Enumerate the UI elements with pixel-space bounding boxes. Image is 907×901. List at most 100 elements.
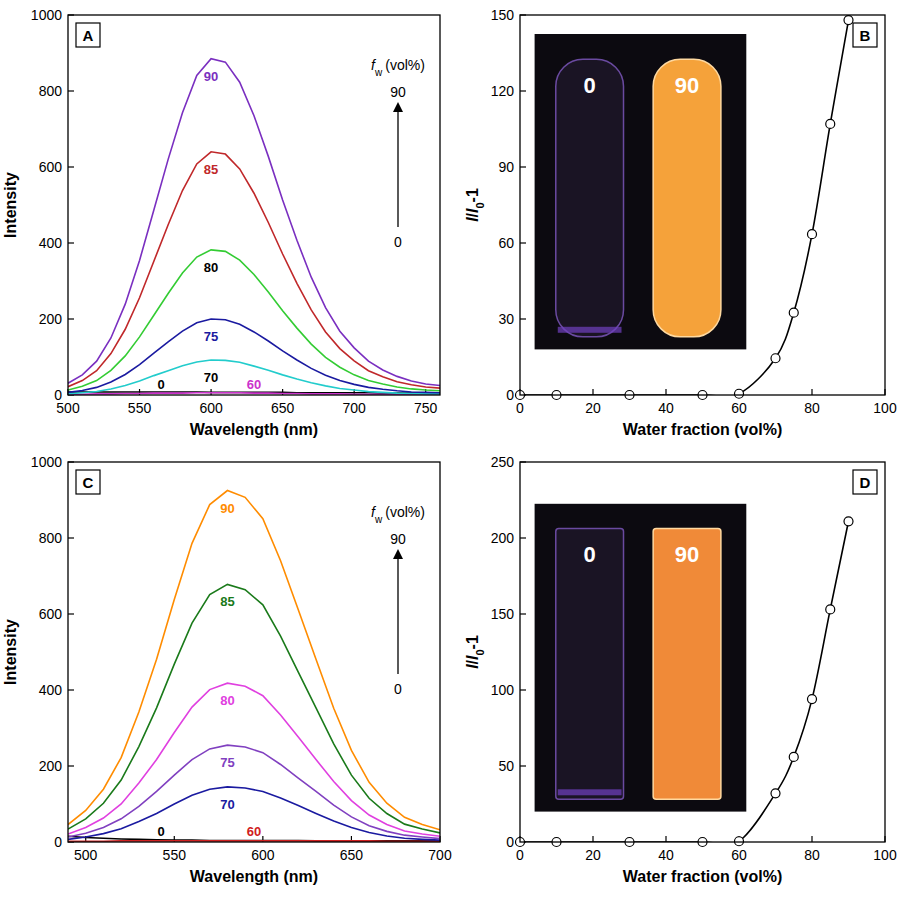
- data-point: [826, 119, 835, 128]
- data-point: [808, 230, 817, 239]
- y-tick: [520, 689, 526, 690]
- panel: 0204060801000306090120150Water fraction …: [464, 7, 897, 438]
- panel-letter: D: [860, 474, 871, 491]
- panel-letter-box: [853, 23, 877, 47]
- y-tick-label: 800: [39, 530, 63, 546]
- panel: 50055060065070075002004006008001000Wavel…: [2, 7, 440, 438]
- panel: 020406080100050100150200250Water fractio…: [464, 454, 897, 885]
- y-tick-label: 90: [498, 159, 514, 175]
- trend-line: [520, 521, 849, 842]
- x-tick-label: 60: [731, 847, 747, 863]
- curve-label: 80: [204, 260, 218, 275]
- plot-area: [520, 521, 849, 842]
- x-tick: [592, 836, 593, 842]
- x-tick-label: 650: [271, 400, 295, 416]
- inset-label: 90: [675, 542, 699, 567]
- spectrum-line: [68, 491, 440, 830]
- y-tick-label: 50: [498, 758, 514, 774]
- x-tick-label: 20: [585, 400, 601, 416]
- x-tick-label: 20: [585, 847, 601, 863]
- legend: fw(vol%)900: [371, 504, 425, 697]
- y-tick: [68, 765, 74, 766]
- x-tick-label: 60: [731, 400, 747, 416]
- spectrum-line: [68, 745, 440, 838]
- data-point: [826, 605, 835, 614]
- points: [516, 16, 854, 400]
- labels: 0607075808590: [157, 501, 261, 840]
- trend-line: [520, 20, 849, 395]
- inset-label: 0: [584, 542, 596, 567]
- legend-title: fw(vol%): [371, 504, 425, 525]
- plot-frame: [68, 462, 440, 842]
- spectrum-line: [68, 59, 440, 386]
- panel-letter-box: [76, 23, 100, 47]
- y-tick-label: 0: [54, 834, 62, 850]
- curve-label: 0: [157, 824, 164, 839]
- x-tick: [811, 389, 812, 395]
- x-tick-label: 40: [658, 400, 674, 416]
- curve-label: 70: [204, 370, 218, 385]
- inset-label: 0: [584, 73, 596, 98]
- y-axis-title: Intensity: [2, 172, 19, 238]
- inset-photo: 0 90: [535, 504, 747, 812]
- y-tick: [520, 90, 526, 91]
- x-tick: [665, 836, 666, 842]
- x-axis-title: Water fraction (vol%): [623, 421, 782, 438]
- plot-area: [68, 59, 440, 395]
- y-tick-label: 800: [39, 83, 63, 99]
- y-tick: [520, 318, 526, 319]
- legend-start-label: 0: [394, 681, 402, 697]
- y-tick-label: 400: [39, 682, 63, 698]
- curve-label: 70: [220, 797, 234, 812]
- photo-background: [535, 504, 747, 812]
- y-tick: [68, 537, 74, 538]
- y-tick-label: 150: [491, 7, 515, 23]
- y-tick-label: 600: [39, 606, 63, 622]
- curve-label: 90: [204, 69, 218, 84]
- y-tick-label: 1000: [31, 454, 62, 470]
- panel-letter: C: [83, 474, 94, 491]
- x-tick: [665, 389, 666, 395]
- curve-label: 60: [247, 824, 261, 839]
- y-tick-label: 200: [39, 758, 63, 774]
- y-tick: [68, 318, 74, 319]
- legend-arrow: [397, 554, 398, 674]
- y-tick-label: 60: [498, 235, 514, 251]
- x-axis-title: Wavelength (nm): [190, 421, 318, 438]
- x-axis-title: Wavelength (nm): [190, 868, 318, 885]
- y-tick: [68, 689, 74, 690]
- photo-background: [535, 34, 747, 349]
- figure: 50055060065070075002004006008001000Wavel…: [0, 0, 907, 901]
- y-tick-label: 250: [491, 454, 515, 470]
- plot-frame: [520, 462, 885, 842]
- legend-title: fw(vol%): [371, 57, 425, 78]
- data-point: [808, 695, 817, 704]
- y-axis-title: Intensity: [2, 619, 19, 685]
- y-tick-label: 200: [39, 311, 63, 327]
- x-tick-label: 600: [199, 400, 223, 416]
- x-tick-label: 700: [428, 847, 452, 863]
- x-tick-label: 650: [340, 847, 364, 863]
- y-axis-title: I/I0-1: [464, 635, 486, 669]
- legend-end-label: 90: [390, 84, 406, 100]
- inset-photo: 090: [535, 34, 747, 349]
- curve-label: 75: [220, 755, 234, 770]
- vial-glow: [558, 789, 622, 795]
- y-tick-label: 30: [498, 311, 514, 327]
- y-tick-label: 600: [39, 159, 63, 175]
- y-tick-label: 100: [491, 682, 515, 698]
- x-tick-label: 600: [251, 847, 275, 863]
- panel-letter-box: [853, 470, 877, 494]
- x-tick-label: 550: [163, 847, 187, 863]
- x-tick-label: 550: [128, 400, 152, 416]
- data-point: [844, 517, 853, 526]
- spectrum-line: [68, 319, 440, 393]
- y-tick: [68, 166, 74, 167]
- y-tick: [520, 765, 526, 766]
- x-tick: [592, 389, 593, 395]
- panel-letter: A: [83, 27, 94, 44]
- data-point: [771, 354, 780, 363]
- legend-arrow: [397, 107, 398, 227]
- x-tick-label: 0: [516, 400, 524, 416]
- plot-area: [520, 20, 849, 395]
